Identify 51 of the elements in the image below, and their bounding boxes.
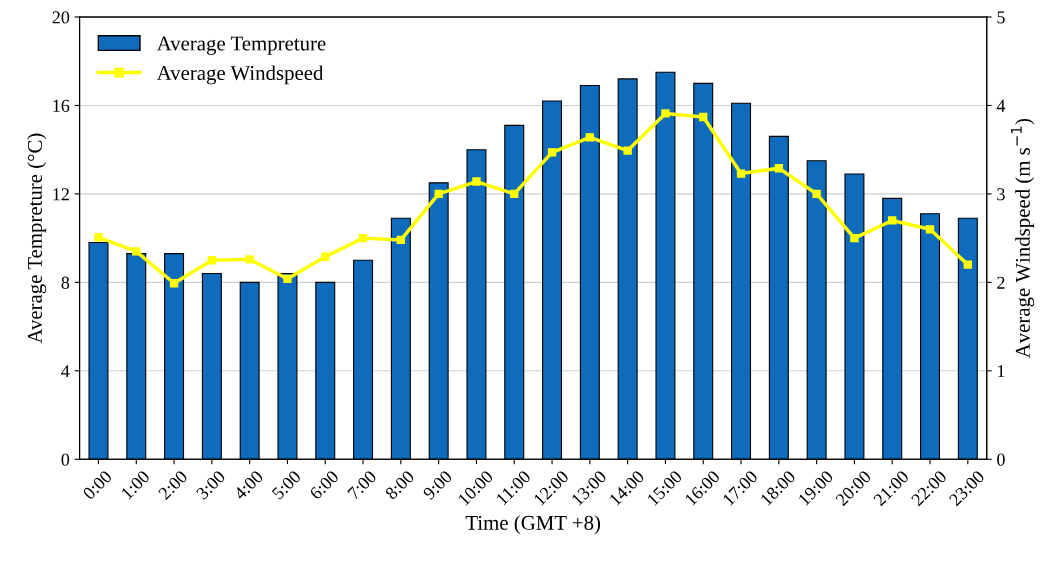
point [699, 112, 708, 122]
point [736, 169, 746, 178]
y2-tick-label: 1 [998, 365, 1005, 378]
y-tick-label: 16 [53, 99, 70, 112]
x-tick-label: 8:00 [384, 469, 415, 501]
x-tick-label: 4:00 [233, 469, 264, 501]
point [207, 256, 217, 265]
point [585, 133, 595, 142]
x-tick-label: 2:00 [157, 469, 189, 501]
point [321, 252, 330, 261]
x-tick-label: 5:00 [271, 469, 302, 500]
y2-tick-label: 0 [997, 453, 1005, 466]
point [396, 235, 406, 245]
y-tick-label: 12 [53, 188, 69, 201]
point [547, 148, 557, 157]
point [925, 225, 935, 234]
point [510, 189, 519, 199]
y2-axis-title: Average Windspeed (m s$^{−1}$) [1011, 118, 1035, 359]
point [623, 146, 632, 155]
point [472, 177, 481, 186]
y-tick-label: 20 [52, 11, 70, 24]
legend-label: Average Tempreture [156, 36, 326, 55]
point [283, 274, 292, 283]
point [774, 164, 784, 173]
point [434, 189, 443, 199]
point [94, 233, 103, 242]
x-axis-title: Time (GMT +8) [465, 515, 601, 535]
y2-tick-label: 2 [997, 276, 1005, 289]
x-tick-label: 3:00 [195, 469, 226, 501]
point [963, 260, 972, 269]
point [358, 233, 368, 243]
y2-tick-label: 3 [997, 188, 1005, 201]
point [661, 109, 670, 118]
y2-tick-label: 5 [997, 11, 1005, 24]
x-tick-label: 0:00 [82, 469, 113, 501]
point [132, 247, 141, 256]
y-tick-label: 8 [61, 276, 70, 289]
legend-label: Average Windspeed [156, 65, 324, 85]
point [169, 279, 179, 288]
y-tick-label: 4 [61, 365, 70, 378]
y-tick-label: 0 [61, 453, 70, 466]
y-axis-title: Average Tempreture (°C) [27, 133, 47, 344]
y2-tick-label: 4 [996, 99, 1006, 112]
x-tick-label: 7:00 [347, 469, 378, 500]
point [850, 233, 859, 243]
x-tick-label: 1:00 [120, 469, 151, 500]
point [812, 189, 821, 199]
point [245, 255, 254, 264]
point [888, 216, 897, 225]
x-tick-label: 6:00 [309, 469, 340, 501]
x-tick-label: 9:00 [422, 469, 453, 501]
